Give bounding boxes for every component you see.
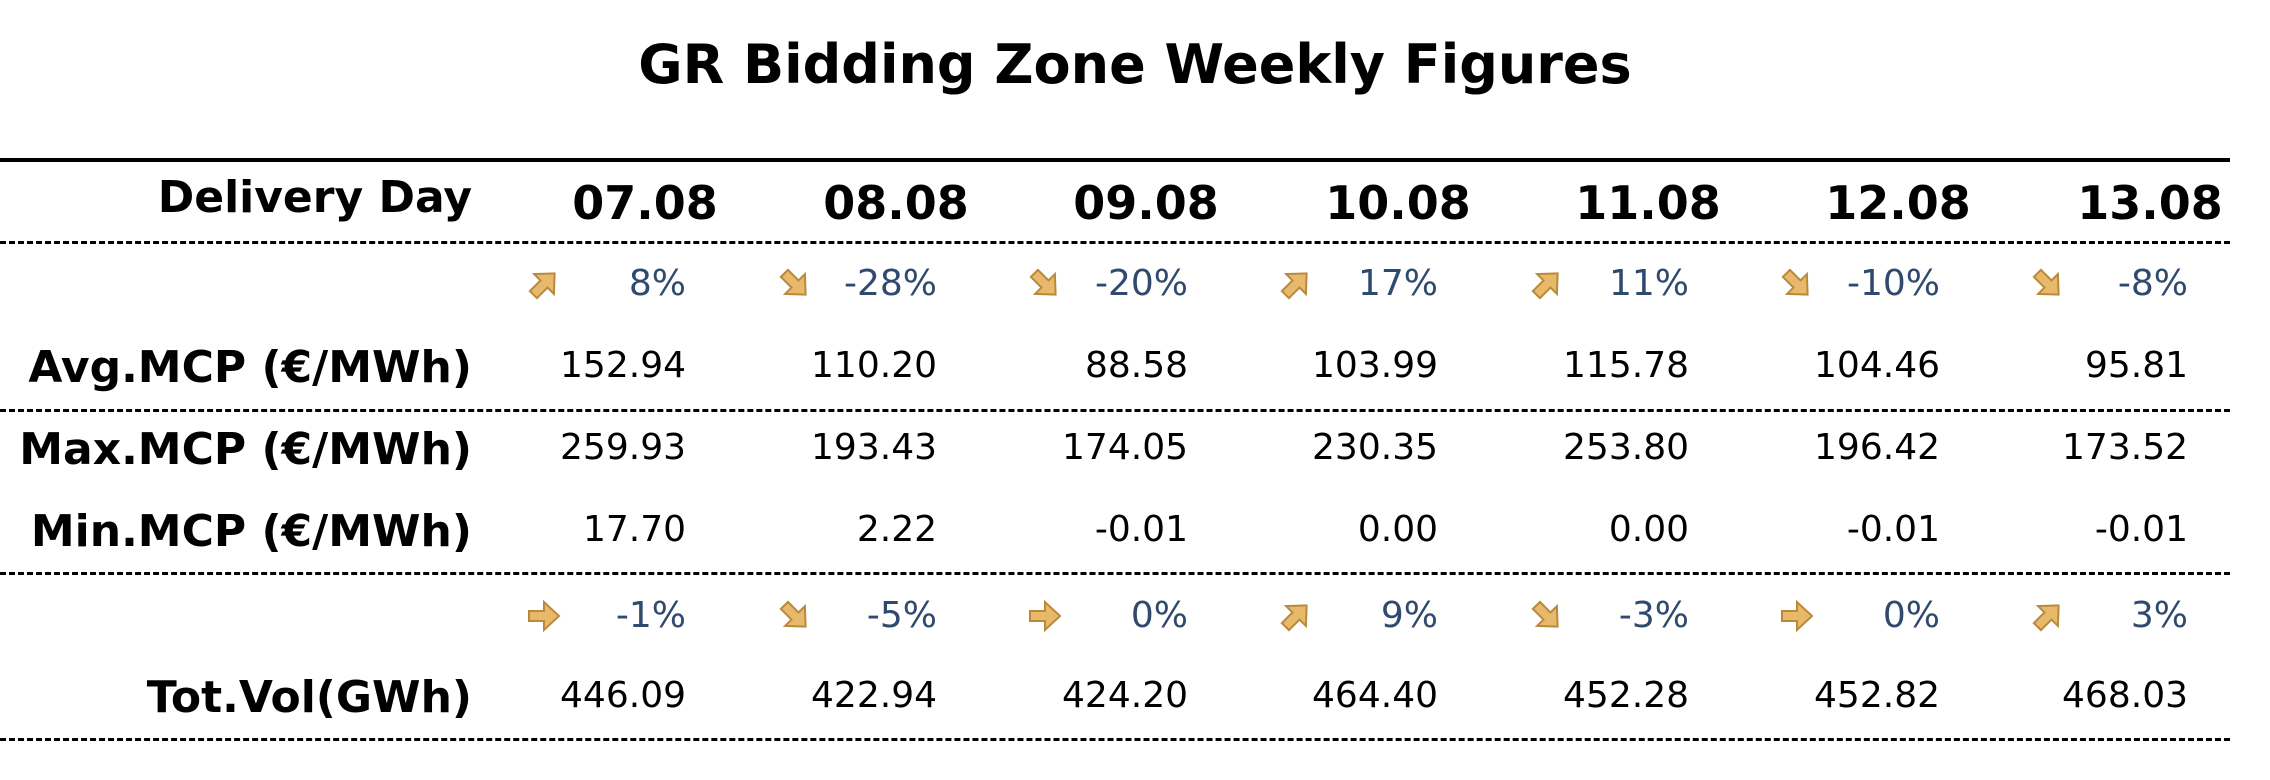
avg-mcp-value: 103.99 bbox=[1312, 345, 1438, 386]
vol-trend-down-arrow-icon bbox=[1527, 596, 1567, 636]
delivery-day-header: 12.08 bbox=[1825, 176, 1971, 230]
max-mcp-value: 174.05 bbox=[1062, 427, 1188, 468]
max-mcp-value: 196.42 bbox=[1814, 427, 1940, 468]
vol-trend-right-arrow-icon bbox=[1777, 596, 1817, 636]
avg-mcp-label: Avg.MCP (€/MWh) bbox=[28, 342, 472, 393]
vol-trend-down-arrow-icon bbox=[775, 596, 815, 636]
max-mcp-value: 259.93 bbox=[560, 427, 686, 468]
tot-vol-value: 452.82 bbox=[1814, 675, 1940, 716]
mcp-trend-down-arrow-icon bbox=[1777, 264, 1817, 304]
mcp-change-percent: -8% bbox=[2117, 263, 2188, 304]
mcp-change-percent: -20% bbox=[1094, 263, 1188, 304]
bottom-rule bbox=[0, 738, 2230, 741]
min-mcp-value: -0.01 bbox=[1846, 509, 1940, 550]
tot-vol-value: 464.40 bbox=[1312, 675, 1438, 716]
vol-change-percent: 0% bbox=[1130, 595, 1188, 636]
vol-change-percent: 3% bbox=[2130, 595, 2188, 636]
mcp-change-percent: -28% bbox=[843, 263, 937, 304]
avg-mcp-value: 115.78 bbox=[1563, 345, 1689, 386]
vol-change-row: -1% -5% 0% 9% -3% 0% 3% bbox=[0, 598, 2230, 648]
min-mcp-value: 17.70 bbox=[582, 509, 686, 550]
avg-mcp-row: Avg.MCP (€/MWh) 152.94 110.20 88.58 103.99 1… bbox=[0, 346, 2230, 396]
min-mcp-value: -0.01 bbox=[2094, 509, 2188, 550]
delivery-day-header: 09.08 bbox=[1073, 176, 1219, 230]
delivery-day-header: 07.08 bbox=[572, 176, 718, 230]
min-mcp-label: Min.MCP (€/MWh) bbox=[30, 506, 472, 557]
vol-trend-up-arrow-icon bbox=[1276, 596, 1316, 636]
max-mcp-row: Max.MCP (€/MWh) 259.93 193.43 174.05 230.35… bbox=[0, 428, 2230, 478]
mcp-change-row: 8% -28% -20% 17% 11% -10% -8% bbox=[0, 266, 2230, 316]
delivery-day-header: 11.08 bbox=[1575, 176, 1721, 230]
vol-change-percent: -1% bbox=[615, 595, 686, 636]
vol-change-percent: 0% bbox=[1882, 595, 1940, 636]
tot-vol-value: 452.28 bbox=[1563, 675, 1689, 716]
vol-trend-right-arrow-icon bbox=[1025, 596, 1065, 636]
tot-vol-label: Tot.Vol(GWh) bbox=[146, 672, 472, 723]
mcp-trend-down-arrow-icon bbox=[2028, 264, 2068, 304]
min-mcp-value: 0.00 bbox=[1608, 509, 1689, 550]
max-mcp-value: 230.35 bbox=[1312, 427, 1438, 468]
delivery-day-header: 13.08 bbox=[2077, 176, 2223, 230]
tot-vol-value: 446.09 bbox=[560, 675, 686, 716]
max-mcp-label: Max.MCP (€/MWh) bbox=[19, 424, 472, 475]
tot-vol-value: 422.94 bbox=[811, 675, 937, 716]
tot-vol-row: Tot.Vol(GWh) 446.09 422.94 424.20 464.40 452… bbox=[0, 676, 2230, 726]
mcp-trend-down-arrow-icon bbox=[1025, 264, 1065, 304]
min-mcp-value: 0.00 bbox=[1357, 509, 1438, 550]
avg-mcp-value: 88.58 bbox=[1084, 345, 1188, 386]
mcp-change-percent: -10% bbox=[1846, 263, 1940, 304]
mcp-change-percent: 8% bbox=[628, 263, 686, 304]
mcp-change-percent: 11% bbox=[1608, 263, 1689, 304]
vol-change-percent: 9% bbox=[1380, 595, 1438, 636]
avg-mcp-value: 110.20 bbox=[811, 345, 937, 386]
min-mcp-row: Min.MCP (€/MWh) 17.70 2.22 -0.01 0.00 0.00 -0… bbox=[0, 510, 2230, 560]
vol-change-percent: -3% bbox=[1618, 595, 1689, 636]
mcp-trend-up-arrow-icon bbox=[524, 264, 564, 304]
max-mcp-value: 173.52 bbox=[2062, 427, 2188, 468]
max-mcp-value: 253.80 bbox=[1563, 427, 1689, 468]
delivery-day-label: Delivery Day bbox=[157, 172, 472, 223]
header-row: Delivery Day 07.08 08.08 09.08 10.08 11.08 12… bbox=[0, 176, 2230, 236]
vol-change-percent: -5% bbox=[866, 595, 937, 636]
vol-trend-up-arrow-icon bbox=[2028, 596, 2068, 636]
tot-vol-value: 468.03 bbox=[2062, 675, 2188, 716]
max-mcp-value: 193.43 bbox=[811, 427, 937, 468]
vol-trend-right-arrow-icon bbox=[524, 596, 564, 636]
header-divider bbox=[0, 241, 2230, 244]
tot-vol-value: 424.20 bbox=[1062, 675, 1188, 716]
chart-title: GR Bidding Zone Weekly Figures bbox=[638, 33, 1632, 96]
avg-mcp-value: 152.94 bbox=[560, 345, 686, 386]
avg-mcp-value: 95.81 bbox=[2084, 345, 2188, 386]
mcp-trend-up-arrow-icon bbox=[1276, 264, 1316, 304]
top-rule bbox=[0, 158, 2230, 162]
mcp-change-percent: 17% bbox=[1357, 263, 1438, 304]
min-divider bbox=[0, 572, 2230, 575]
min-mcp-value: 2.22 bbox=[856, 509, 937, 550]
avg-mcp-value: 104.46 bbox=[1814, 345, 1940, 386]
avg-divider bbox=[0, 409, 2230, 412]
mcp-trend-down-arrow-icon bbox=[775, 264, 815, 304]
mcp-trend-up-arrow-icon bbox=[1527, 264, 1567, 304]
min-mcp-value: -0.01 bbox=[1094, 509, 1188, 550]
delivery-day-header: 08.08 bbox=[823, 176, 969, 230]
delivery-day-header: 10.08 bbox=[1325, 176, 1471, 230]
